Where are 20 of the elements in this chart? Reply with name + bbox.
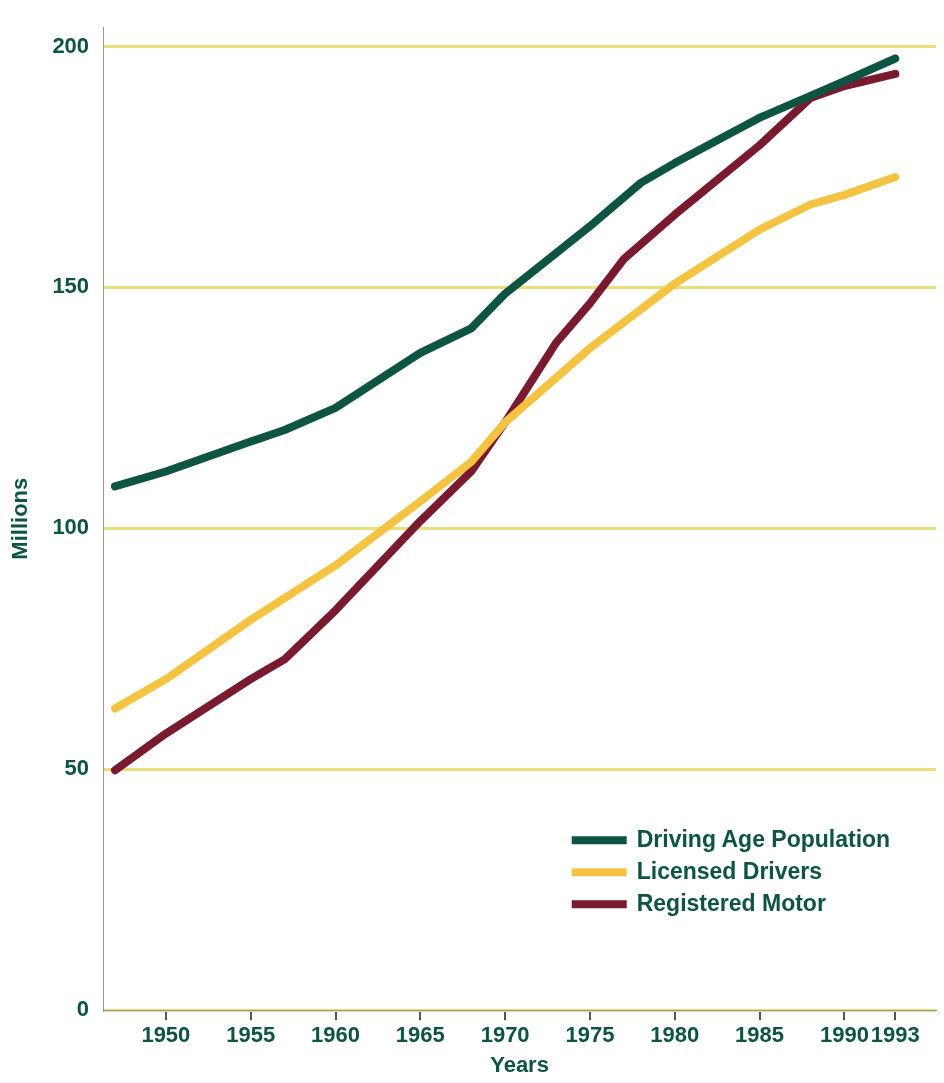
x-tick-label: 1965 bbox=[395, 1022, 445, 1048]
x-tick-label: 1980 bbox=[650, 1022, 700, 1048]
x-tick-label: 1990 bbox=[819, 1022, 869, 1048]
x-tick-label: 1975 bbox=[565, 1022, 615, 1048]
legend-label: Driving Age Population bbox=[636, 825, 891, 852]
legend-label: Registered Motor bbox=[636, 889, 826, 916]
y-tick-label: 150 bbox=[52, 273, 90, 299]
y-tick-label: 100 bbox=[52, 514, 90, 540]
y-axis-title: Millions bbox=[7, 477, 33, 560]
x-tick-label: 1985 bbox=[735, 1022, 785, 1048]
x-tick-label: 1960 bbox=[311, 1022, 360, 1048]
legend-label: Licensed Drivers bbox=[636, 857, 823, 884]
x-tick-label: 1993 bbox=[870, 1022, 920, 1048]
x-tick-label: 1955 bbox=[226, 1022, 276, 1048]
y-tick-label: 50 bbox=[64, 755, 90, 781]
y-tick-label: 200 bbox=[52, 32, 90, 58]
x-tick-label: 1970 bbox=[480, 1022, 530, 1048]
y-tick-label: 0 bbox=[76, 996, 90, 1022]
x-axis-title: Years bbox=[490, 1051, 549, 1077]
x-tick-label: 1950 bbox=[141, 1022, 191, 1048]
